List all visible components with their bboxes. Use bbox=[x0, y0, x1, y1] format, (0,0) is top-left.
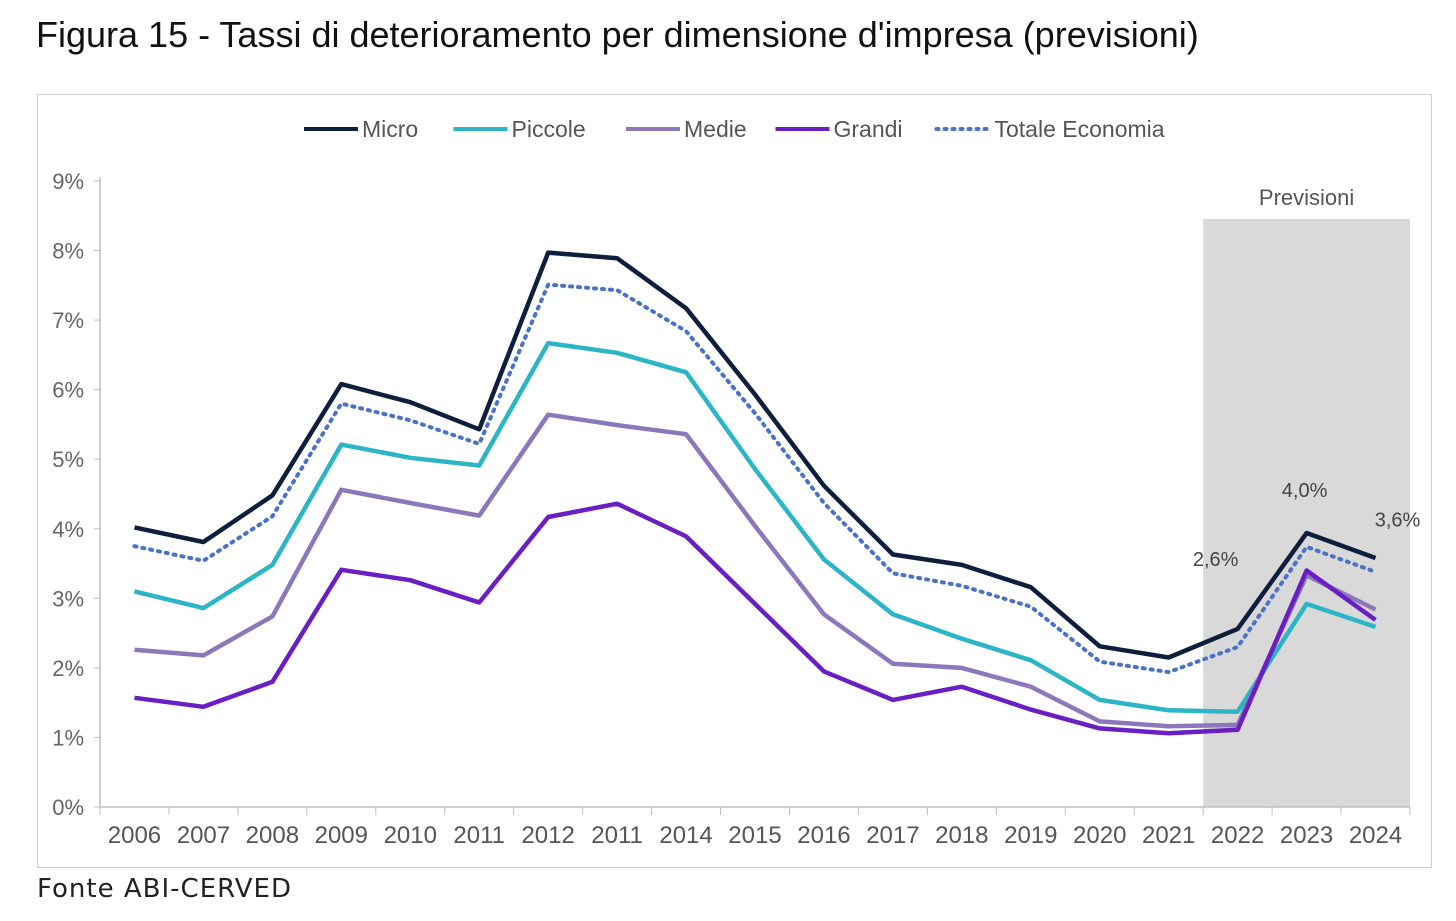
figure-title: Figura 15 - Tassi di deterioramento per … bbox=[36, 14, 1199, 55]
series-line-medie bbox=[134, 412, 1377, 729]
y-tick-label: 9% bbox=[52, 169, 84, 194]
x-tick-label: 2019 bbox=[1004, 822, 1057, 849]
x-tick-label: 2023 bbox=[1280, 822, 1333, 849]
series-line-piccole bbox=[133, 340, 1377, 714]
x-tick-label: 2006 bbox=[108, 822, 161, 849]
x-tick-label: 2010 bbox=[384, 822, 437, 849]
line-chart: Previsioni 0% 1% 2% 3% 4% 5% 6% 7% 8% 9% 2006 2007 2… bbox=[52, 116, 1421, 849]
x-tick-label: 2021 bbox=[1142, 822, 1195, 849]
y-tick-label: 2% bbox=[52, 656, 84, 681]
x-tick-label: 2011 bbox=[591, 822, 643, 849]
y-tick-label: 0% bbox=[52, 795, 84, 820]
legend-label: Micro bbox=[362, 116, 418, 142]
y-tick-label: 7% bbox=[52, 308, 84, 333]
x-tick-label: 2022 bbox=[1211, 822, 1264, 849]
series-layer bbox=[132, 250, 1378, 736]
x-tick-label: 2011 bbox=[453, 822, 505, 849]
series-line-micro bbox=[134, 250, 1377, 660]
x-tick-label: 2015 bbox=[728, 822, 781, 849]
forecast-band-label: Previsioni bbox=[1259, 185, 1354, 210]
y-tick-label: 4% bbox=[52, 517, 84, 542]
legend-item: Medie bbox=[626, 116, 747, 142]
legend-label: Grandi bbox=[834, 116, 903, 142]
x-tick-label: 2020 bbox=[1073, 822, 1126, 849]
legend-label: Medie bbox=[684, 116, 747, 142]
y-tick-label: 5% bbox=[52, 447, 84, 472]
y-tick-label: 1% bbox=[52, 725, 84, 750]
data-label: 2,6% bbox=[1193, 549, 1239, 571]
y-tick-label: 8% bbox=[52, 239, 84, 264]
x-tick-label: 2024 bbox=[1349, 822, 1402, 849]
legend-item: Piccole bbox=[453, 116, 586, 142]
data-label: 4,0% bbox=[1282, 480, 1328, 502]
legend-item: Grandi bbox=[775, 116, 903, 142]
legend: Micro Piccole Medie Grandi Totale Economia bbox=[304, 116, 1165, 142]
source-note: Fonte ABI-CERVED bbox=[37, 874, 293, 904]
series-line-grandi bbox=[134, 501, 1377, 736]
chart-frame: Previsioni 0% 1% 2% 3% 4% 5% 6% 7% 8% 9% 2006 2007 2… bbox=[37, 94, 1432, 868]
annotation-layer: 2,6% 4,0% 3,6% bbox=[1193, 480, 1421, 571]
legend-item: Totale Economia bbox=[934, 116, 1165, 142]
axis-layer: 0% 1% 2% 3% 4% 5% 6% 7% 8% 9% 2006 2007 2008 2009 2010… bbox=[52, 169, 1411, 849]
x-tick-label: 2007 bbox=[177, 822, 230, 849]
legend-item: Micro bbox=[304, 116, 418, 142]
legend-label: Totale Economia bbox=[995, 116, 1165, 142]
y-tick-label: 6% bbox=[52, 378, 84, 403]
data-label: 3,6% bbox=[1375, 510, 1421, 532]
x-tick-label: 2009 bbox=[315, 822, 368, 849]
x-tick-label: 2018 bbox=[935, 822, 988, 849]
x-tick-label: 2017 bbox=[866, 822, 919, 849]
x-tick-label: 2012 bbox=[521, 822, 574, 849]
x-tick-label: 2014 bbox=[659, 822, 712, 849]
x-tick-label: 2016 bbox=[797, 822, 850, 849]
y-tick-label: 3% bbox=[52, 586, 84, 611]
legend-label: Piccole bbox=[512, 116, 586, 142]
series-line-totale-economia bbox=[132, 282, 1378, 675]
x-tick-label: 2008 bbox=[246, 822, 299, 849]
